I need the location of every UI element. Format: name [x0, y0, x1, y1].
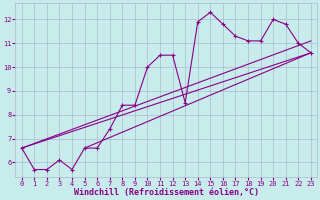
- X-axis label: Windchill (Refroidissement éolien,°C): Windchill (Refroidissement éolien,°C): [74, 188, 259, 197]
